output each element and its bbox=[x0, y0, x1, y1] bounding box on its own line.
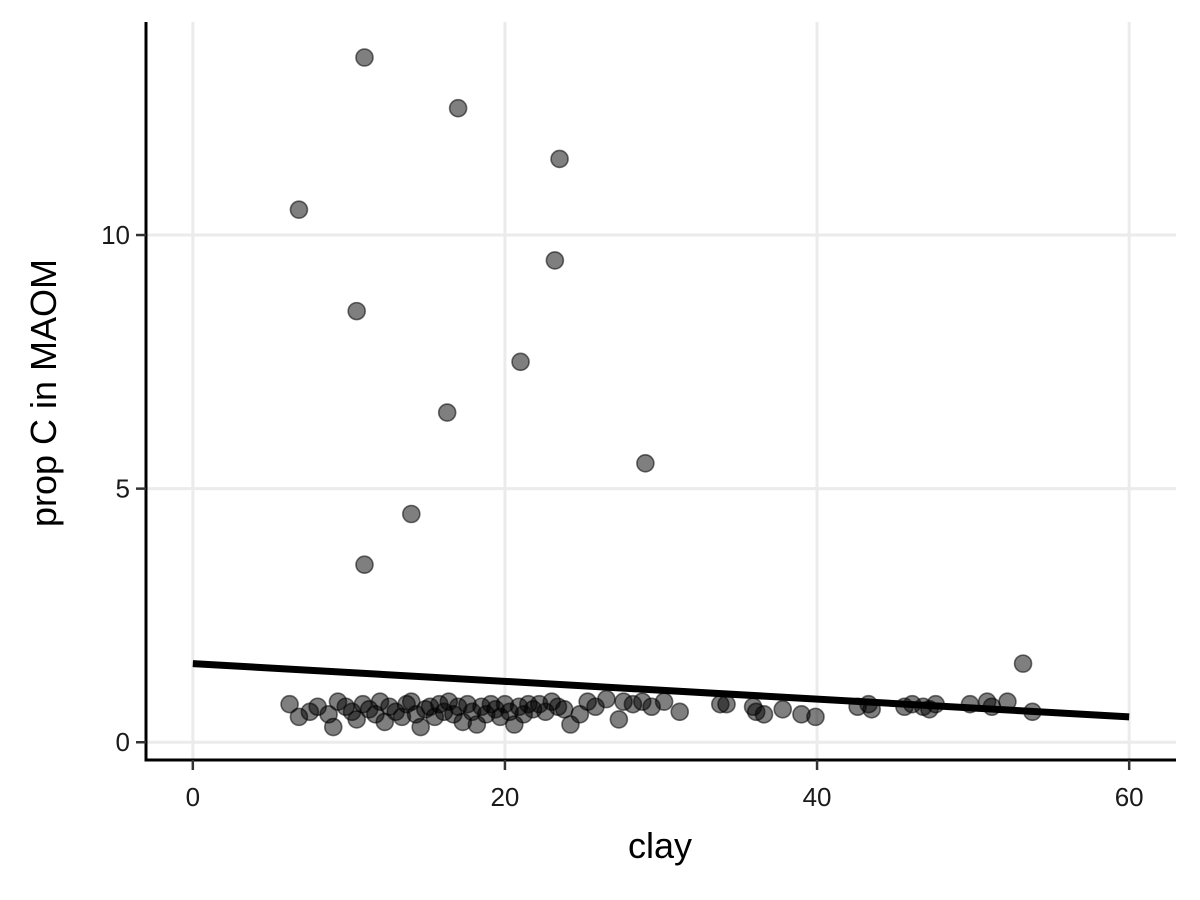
x-tick-label-1: 20 bbox=[490, 782, 519, 812]
data-point-1 bbox=[448, 98, 468, 118]
data-point-68 bbox=[609, 710, 629, 729]
data-point-76 bbox=[717, 694, 736, 714]
data-point-2 bbox=[550, 149, 569, 169]
grid-lines bbox=[146, 22, 1176, 760]
data-point-10 bbox=[355, 555, 374, 575]
data-point-0 bbox=[355, 48, 374, 67]
data-point-73 bbox=[654, 692, 674, 711]
x-axis-title: clay bbox=[628, 825, 692, 866]
fit-line-layer bbox=[192, 660, 1130, 721]
data-point-82 bbox=[806, 707, 825, 727]
data-point-3 bbox=[289, 200, 309, 219]
data-point-4 bbox=[545, 251, 565, 270]
data-point-9 bbox=[402, 504, 421, 524]
x-tick-label-2: 40 bbox=[803, 782, 832, 812]
data-point-74 bbox=[670, 702, 690, 722]
x-tick-label-0: 0 bbox=[186, 782, 200, 812]
data-point-33 bbox=[411, 717, 430, 737]
data-point-6 bbox=[511, 352, 530, 372]
regression-line bbox=[192, 660, 1130, 721]
data-point-11 bbox=[1013, 654, 1033, 673]
data-point-7 bbox=[437, 403, 457, 422]
y-tick-label-2: 10 bbox=[101, 220, 130, 250]
data-point-80 bbox=[773, 699, 793, 719]
data-point-8 bbox=[636, 453, 655, 473]
data-point-5 bbox=[347, 301, 366, 321]
axis-ticks: 0 20 40 60 0 5 10 bbox=[101, 220, 1144, 812]
data-point-79 bbox=[754, 705, 774, 724]
data-points bbox=[280, 48, 1042, 737]
axes bbox=[144, 22, 1176, 762]
x-tick-label-3: 60 bbox=[1115, 782, 1144, 812]
y-tick-label-1: 5 bbox=[116, 474, 130, 504]
data-point-17 bbox=[323, 717, 343, 737]
data-point-67 bbox=[597, 689, 616, 709]
y-tick-label-0: 0 bbox=[116, 727, 130, 757]
data-point-12 bbox=[280, 694, 299, 714]
y-axis-title: prop C in MAOM bbox=[23, 259, 64, 527]
